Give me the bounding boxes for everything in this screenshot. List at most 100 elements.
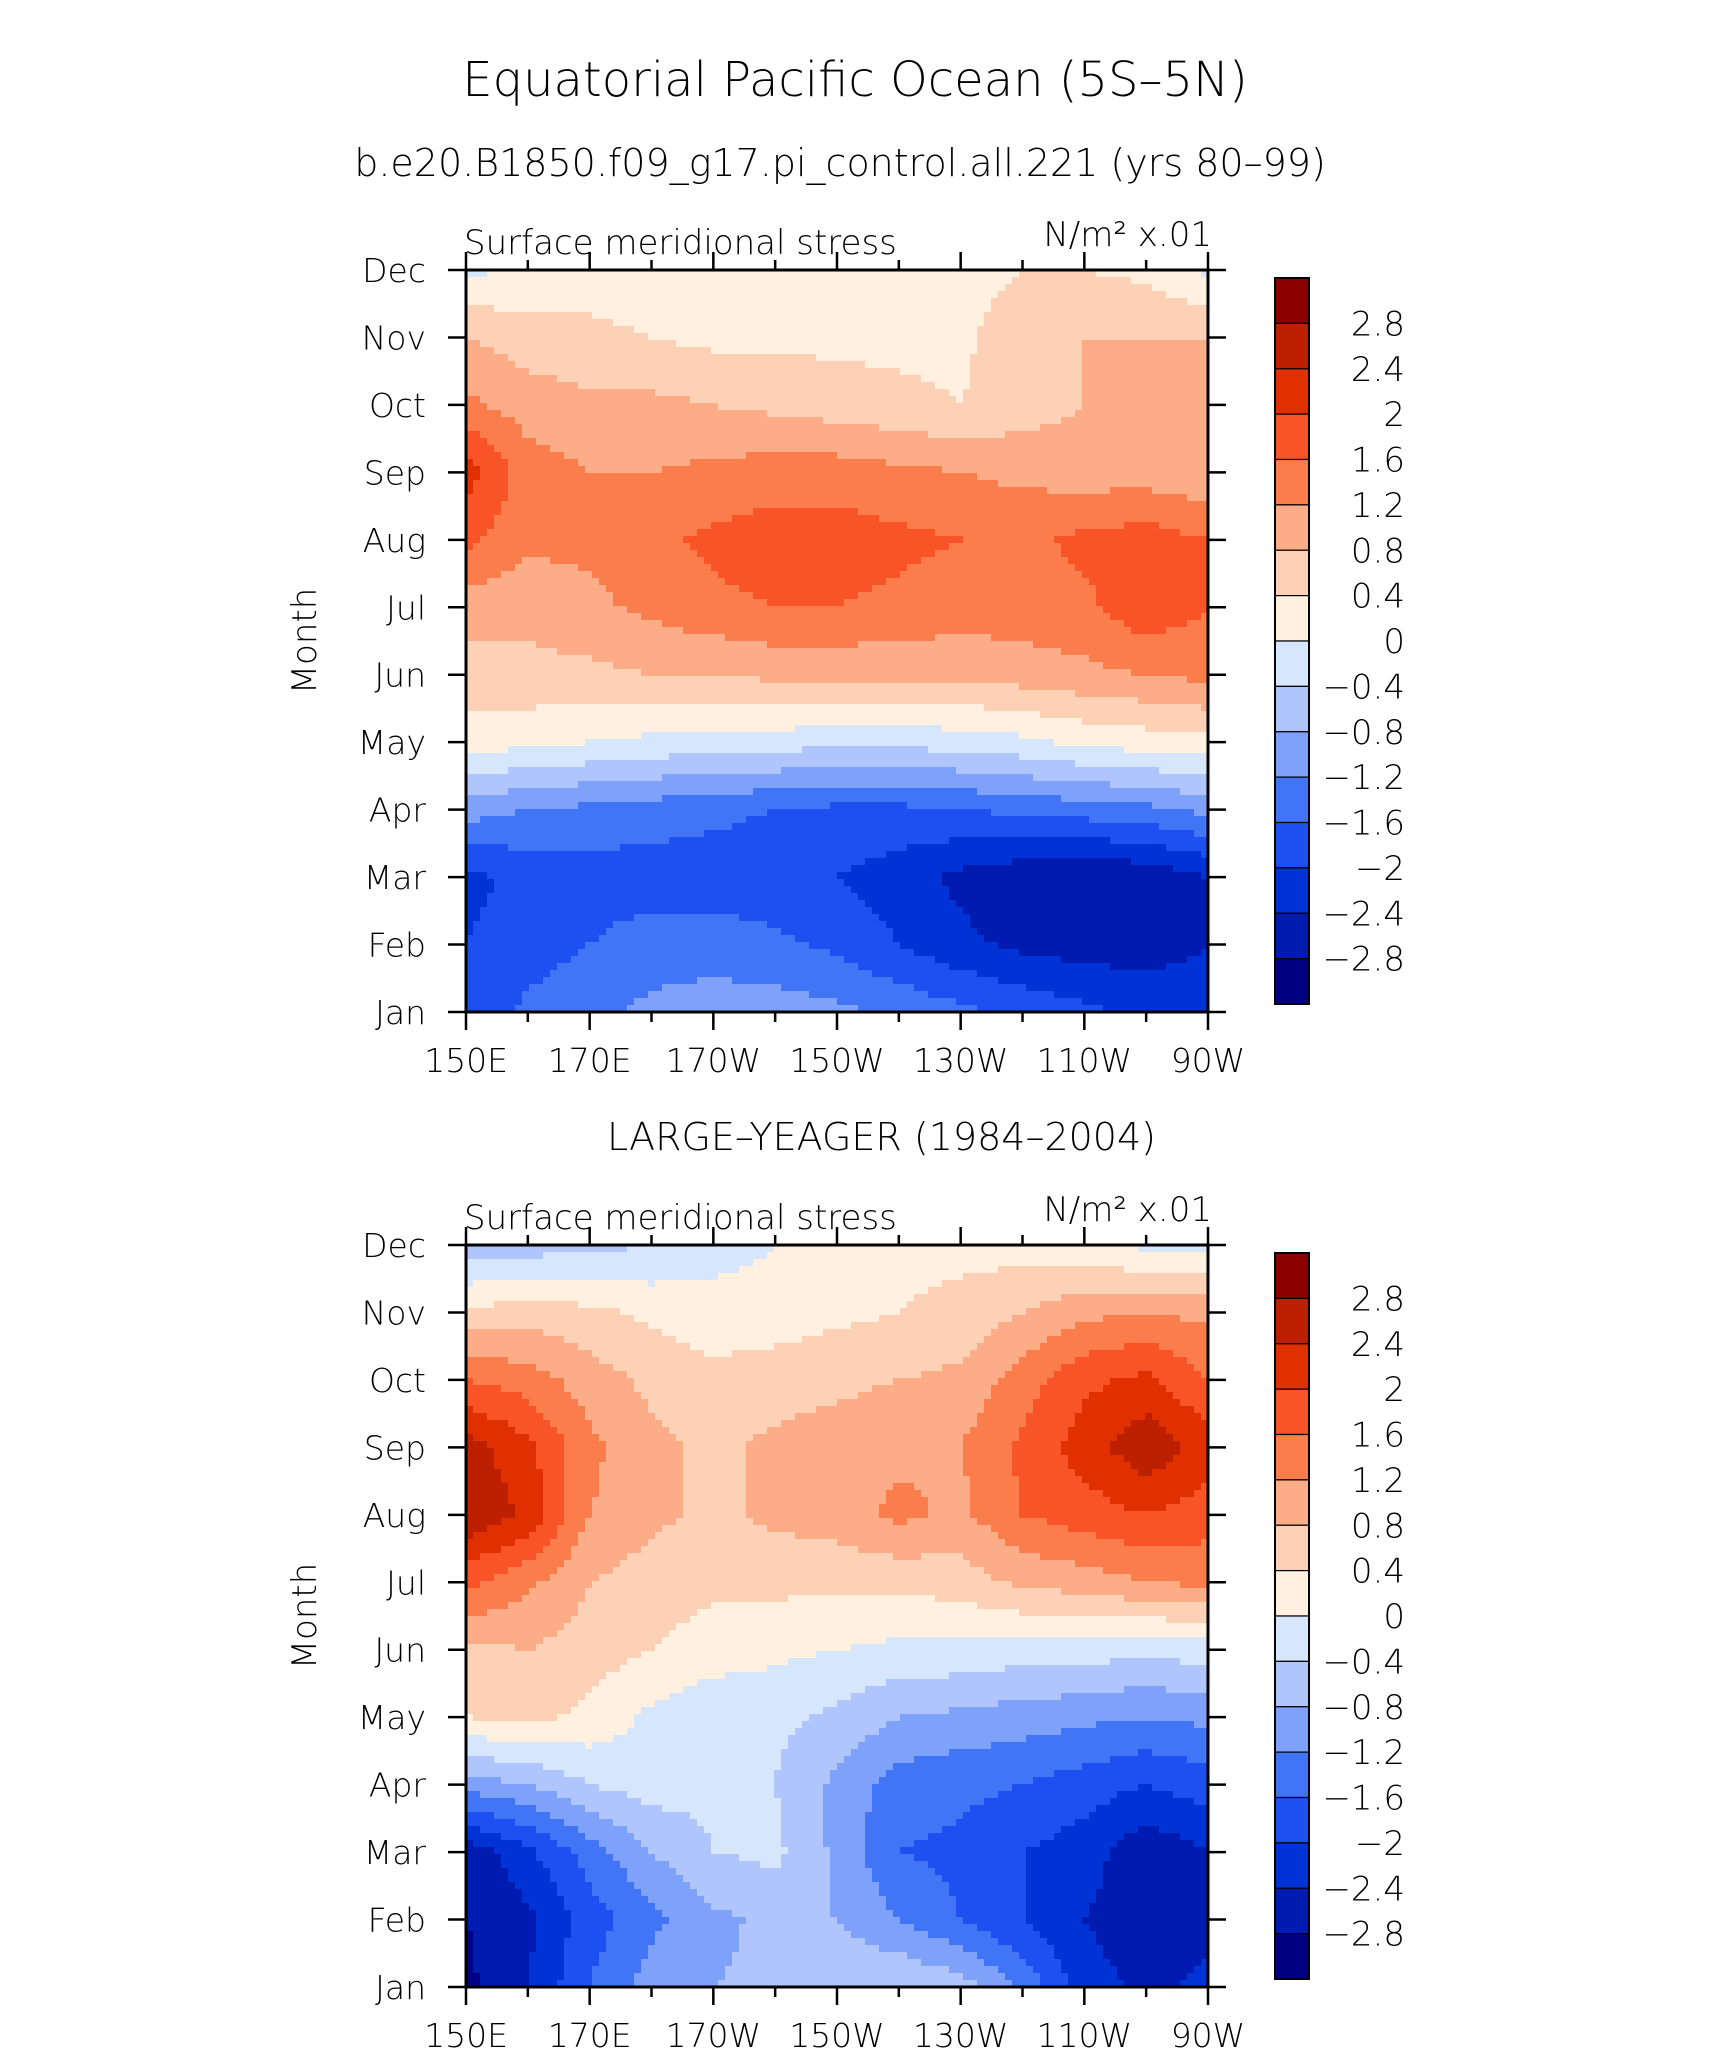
contour-cell <box>627 1553 894 1561</box>
contour-cell <box>508 1490 544 1498</box>
contour-cell <box>564 1770 775 1778</box>
contour-cell <box>627 1371 922 1379</box>
contour-cell <box>928 1287 1209 1295</box>
contour-cell <box>1131 277 1209 285</box>
contour-cell <box>473 1714 558 1722</box>
contour-cell <box>872 1875 943 1883</box>
contour-cell <box>529 1973 565 1981</box>
contour-cell <box>1033 641 1209 649</box>
contour-cell <box>1068 1434 1118 1442</box>
contour-cell <box>1012 1784 1139 1792</box>
contour-cell <box>466 466 481 474</box>
contour-cell <box>550 1875 586 1883</box>
contour-cell <box>606 1847 649 1855</box>
contour-cell <box>466 270 488 278</box>
contour-cell <box>704 1896 831 1904</box>
contour-cell <box>949 893 1209 901</box>
contour-cell <box>571 1847 607 1855</box>
contour-cell <box>592 1511 684 1519</box>
contour-cell <box>466 1819 516 1827</box>
contour-cell <box>1103 1952 1209 1960</box>
contour-cell <box>466 1427 516 1435</box>
contour-cell <box>1005 1973 1041 1981</box>
contour-cell <box>648 1539 838 1547</box>
contour-cell <box>970 1560 1076 1568</box>
contour-cell <box>578 1343 691 1351</box>
contour-cell <box>1089 1392 1174 1400</box>
contour-cell <box>683 1448 747 1456</box>
contour-cell <box>466 382 579 390</box>
contour-cell <box>858 592 1097 600</box>
contour-cell <box>1082 361 1209 369</box>
contour-cell <box>480 914 635 922</box>
contour-cell <box>1110 1658 1181 1666</box>
contour-cell <box>1159 1826 1209 1834</box>
contour-cell <box>648 1322 852 1330</box>
contour-cell <box>1075 1469 1139 1477</box>
contour-cell <box>795 1532 999 1540</box>
contour-cell <box>683 1469 747 1477</box>
contour-cell <box>543 1469 565 1477</box>
contour-cell <box>515 564 579 572</box>
contour-cell <box>634 1721 803 1729</box>
contour-cell <box>536 1945 565 1953</box>
contour-cell <box>466 536 481 544</box>
contour-cell <box>662 984 782 992</box>
contour-cell <box>648 991 810 999</box>
contour-cell <box>662 1420 782 1428</box>
contour-cell <box>907 564 1076 572</box>
contour-cell <box>963 396 1083 404</box>
contour-cell <box>599 1462 684 1470</box>
contour-cell <box>501 452 565 460</box>
colorbar-box <box>1274 1343 1310 1390</box>
contour-cell <box>571 956 845 964</box>
contour-cell <box>669 1693 852 1701</box>
contour-cell <box>466 683 1020 691</box>
contour-cell <box>585 1805 663 1813</box>
colorbar-frame <box>1274 277 1310 1005</box>
contour-cell <box>571 1392 642 1400</box>
contour-cell <box>550 1539 579 1547</box>
contour-cell <box>907 1518 978 1526</box>
contour-cell <box>1103 1882 1209 1890</box>
contour-cell <box>928 1497 971 1505</box>
contour-cell <box>767 1665 1006 1673</box>
contour-cell <box>508 494 1188 502</box>
contour-cell <box>970 921 1209 929</box>
contour-cell <box>746 1511 880 1519</box>
contour-cell <box>466 1959 474 1967</box>
contour-cell <box>851 886 950 894</box>
contour-cell <box>781 767 957 775</box>
contour-cell <box>683 1875 831 1883</box>
contour-cell <box>858 1392 992 1400</box>
contour-cell <box>641 1546 859 1554</box>
contour-cell <box>508 767 782 775</box>
contour-cell <box>795 1413 978 1421</box>
contour-cell <box>865 1826 943 1834</box>
contour-cell <box>466 1665 621 1673</box>
contour-cell <box>466 1308 621 1316</box>
contour-cell <box>711 1847 789 1855</box>
contour-cell <box>1131 1574 1209 1582</box>
contour-cell <box>984 704 1202 712</box>
contour-cell <box>578 1609 698 1617</box>
contour-cell <box>606 1938 656 1946</box>
colorbar-box <box>1274 368 1310 415</box>
contour-cell <box>466 473 481 481</box>
contour-cell <box>1061 550 1209 558</box>
contour-cell <box>1138 1826 1160 1834</box>
contour-cell <box>914 1840 1041 1848</box>
contour-cell <box>466 830 705 838</box>
contour-cell <box>984 1336 1048 1344</box>
contour-cell <box>935 956 1062 964</box>
contour-cell <box>893 1763 1083 1771</box>
contour-cell <box>578 1539 649 1547</box>
contour-cell <box>494 1756 782 1764</box>
contour-cell <box>466 648 558 656</box>
contour-cell <box>592 312 985 320</box>
contour-cell <box>466 1833 502 1841</box>
contour-cell <box>753 1518 894 1526</box>
contour-cell <box>781 1749 852 1757</box>
contour-cell <box>718 403 1083 411</box>
contour-cell <box>641 1966 726 1974</box>
